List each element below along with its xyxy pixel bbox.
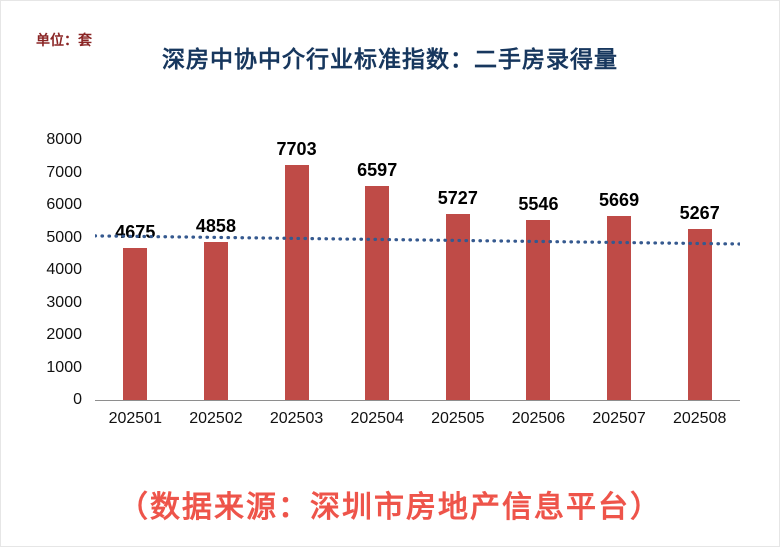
bar-column: 5546	[498, 140, 579, 400]
source-caption: （数据来源：深圳市房地产信息平台）	[118, 491, 662, 524]
x-tick-label: 202502	[189, 410, 243, 427]
bar-value-label: 5267	[679, 202, 720, 223]
bar-value-label: 5727	[437, 187, 478, 208]
x-tick-label: 202508	[672, 410, 727, 427]
y-tick-label: 1000	[46, 358, 82, 376]
y-tick-label: 3000	[46, 293, 82, 311]
y-tick-label: 4000	[46, 261, 82, 278]
bar-column: 4675	[95, 140, 176, 400]
bar-column: 4858	[176, 140, 257, 400]
bar-value-label: 5546	[518, 193, 559, 214]
bar	[284, 165, 309, 400]
bar-column: 7703	[256, 140, 337, 400]
bar	[445, 213, 470, 400]
y-tick-label: 7000	[46, 163, 82, 181]
y-tick-label: 2000	[46, 326, 82, 343]
chart-title: 深房中协中介行业标准指数：二手房录得量	[162, 46, 618, 72]
x-tick-label: 202506	[511, 410, 566, 427]
y-tick-label: 0	[73, 391, 82, 408]
y-tick-label: 5000	[46, 228, 82, 246]
x-tick-label: 202504	[350, 410, 404, 427]
y-tick-label: 6000	[46, 196, 82, 213]
x-axis: 202501 202502 202503 202504 202505 202506 2025…	[95, 410, 740, 428]
bar-column: 6597	[337, 140, 418, 400]
y-axis: 8000 7000 6000 5000 4000 3000 2000 1000 0	[20, 131, 82, 408]
y-tick-label: 8000	[46, 131, 82, 148]
bar-value-label: 4858	[195, 216, 236, 237]
bar	[123, 248, 148, 400]
bar-value-label: 7703	[276, 139, 317, 159]
bar-column: 5669	[579, 140, 660, 400]
unit-label: 单位：套	[36, 32, 92, 48]
bar	[203, 242, 228, 400]
bar-value-label: 4675	[115, 222, 156, 243]
bar-column: 5267	[659, 140, 740, 400]
x-tick-label: 202503	[269, 410, 324, 427]
bar-value-label: 6597	[357, 159, 398, 180]
bars-row: 4675 4858 7703 6597 5727 5546 5669 5267	[95, 140, 740, 400]
x-tick-label: 202501	[108, 410, 162, 427]
bar	[687, 228, 712, 400]
bar-column: 5727	[418, 140, 499, 400]
x-tick-label: 202505	[431, 410, 485, 427]
bar	[526, 219, 551, 400]
x-tick-label: 202507	[592, 410, 646, 427]
bar-value-label: 5669	[599, 189, 640, 210]
bar	[365, 185, 390, 400]
plot-area: 4675 4858 7703 6597 5727 5546 5669 5267	[95, 140, 740, 401]
bar	[607, 215, 632, 400]
